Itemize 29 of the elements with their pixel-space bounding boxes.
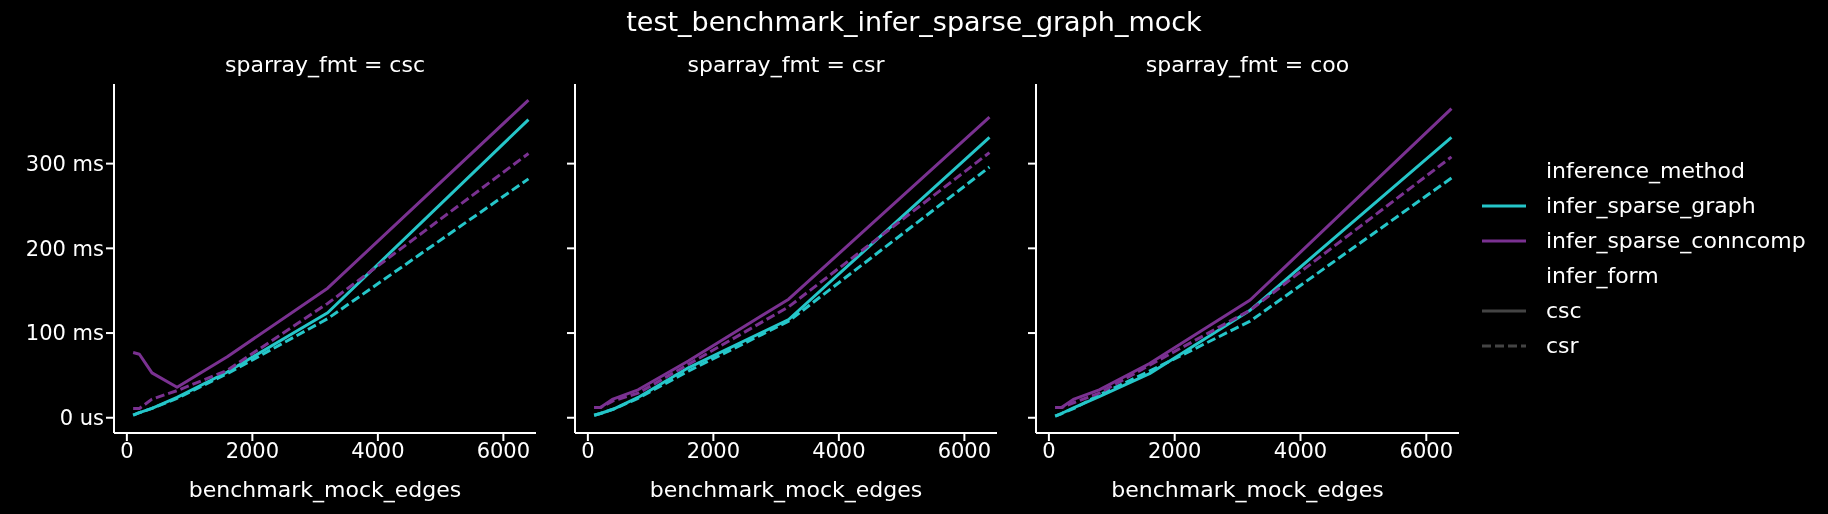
x-tick-label: 4000 [351, 438, 405, 463]
chart-subtitle: sparray_fmt = csr [686, 52, 886, 77]
y-tick-label: 300 ms [25, 152, 104, 177]
x-axis-title: benchmark_mock_edges [1111, 477, 1384, 503]
x-tick-label: 6000 [476, 438, 531, 463]
x-axis-title: benchmark_mock_edges [649, 477, 923, 503]
legend-label: infer_sparse_conncomp [1546, 228, 1806, 253]
chart-subtitle: sparray_fmt = csc [224, 52, 426, 77]
x-tick-label: 6000 [937, 438, 992, 463]
text: csr [1546, 333, 1579, 358]
x-tick-label: 0 [1042, 438, 1056, 463]
legend-label: infer_sparse_graph [1546, 193, 1756, 218]
chart-subtitle: sparray_fmt = coo [1144, 52, 1351, 77]
legend-title: inference_method [1545, 157, 1746, 186]
text: infer_form [1545, 262, 1660, 291]
x-tick-label: 2000 [1147, 438, 1202, 463]
chart-title: test_benchmark_infer_sparse_graph_mock [625, 6, 1203, 37]
x-tick-label: 4000 [1273, 438, 1328, 463]
x-tick-label: 0 [120, 438, 134, 463]
x-tick-label: 2000 [686, 438, 741, 463]
y-tick-label: 100 ms [25, 321, 104, 346]
x-tick-label: 6000 [1399, 438, 1454, 463]
x-tick-label: 0 [581, 438, 595, 463]
y-tick-label: 200 ms [25, 236, 104, 261]
y-tick-label: 0 us [59, 406, 104, 431]
text: csc [1546, 298, 1582, 323]
x-tick-label: 4000 [812, 438, 866, 463]
x-tick-label: 2000 [225, 438, 280, 463]
x-axis-title: benchmark_mock_edges [188, 477, 462, 503]
